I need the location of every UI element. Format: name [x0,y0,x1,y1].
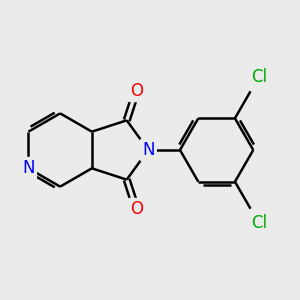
Text: Cl: Cl [251,68,267,86]
Text: Cl: Cl [251,214,267,232]
Text: O: O [130,200,143,218]
Text: O: O [130,82,143,100]
Text: N: N [142,141,155,159]
Text: N: N [22,159,35,177]
